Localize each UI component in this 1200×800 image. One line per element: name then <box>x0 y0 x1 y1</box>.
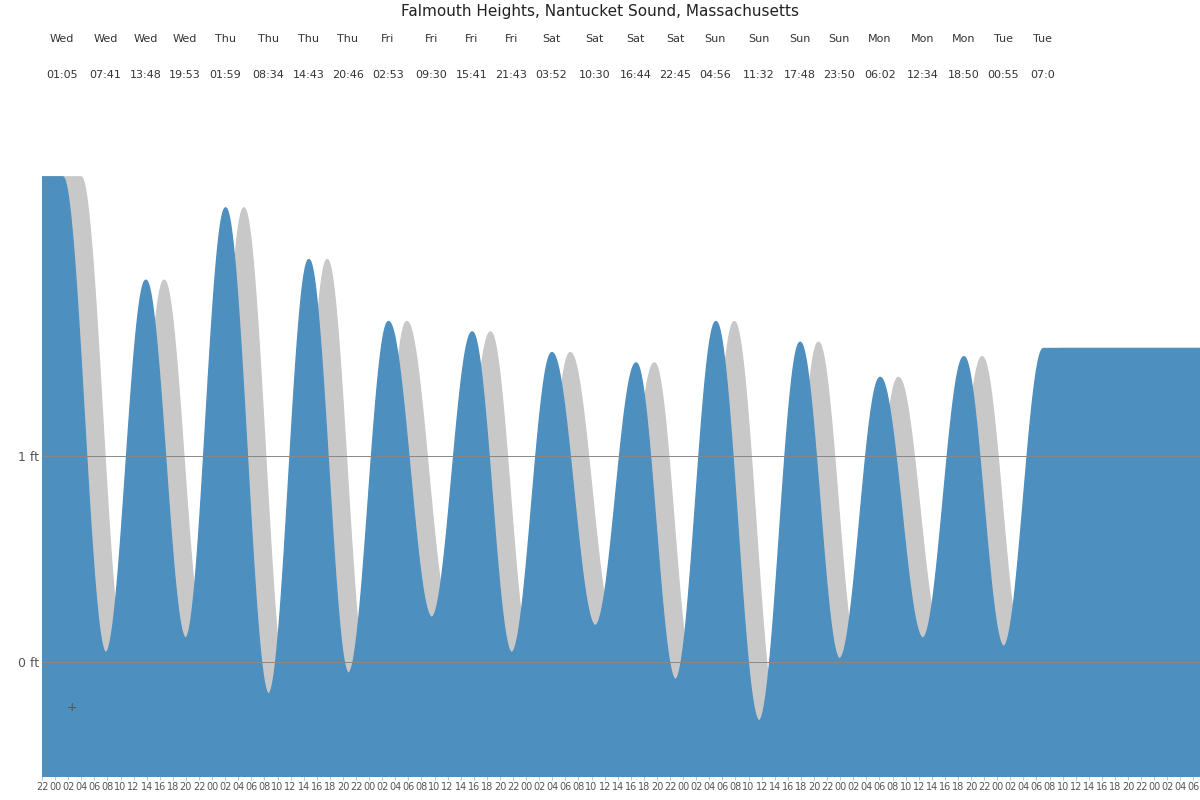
Text: Wed: Wed <box>50 34 74 44</box>
Text: Mon: Mon <box>911 34 934 44</box>
Text: 12:34: 12:34 <box>906 70 938 80</box>
Text: Tue: Tue <box>994 34 1013 44</box>
Text: Fri: Fri <box>504 34 518 44</box>
Text: Fri: Fri <box>425 34 438 44</box>
Text: Tue: Tue <box>1033 34 1052 44</box>
Text: 16:44: 16:44 <box>619 70 652 80</box>
Text: 13:48: 13:48 <box>130 70 161 80</box>
Text: 01:59: 01:59 <box>209 70 241 80</box>
Text: 17:48: 17:48 <box>784 70 816 80</box>
Text: Sat: Sat <box>626 34 644 44</box>
Text: 22:45: 22:45 <box>659 70 691 80</box>
Text: 03:52: 03:52 <box>535 70 568 80</box>
Text: Sun: Sun <box>828 34 850 44</box>
Text: Fri: Fri <box>466 34 479 44</box>
Text: 06:02: 06:02 <box>864 70 895 80</box>
Text: Sun: Sun <box>788 34 810 44</box>
Text: 14:43: 14:43 <box>293 70 324 80</box>
Text: Thu: Thu <box>258 34 278 44</box>
Text: Thu: Thu <box>298 34 319 44</box>
Text: Fri: Fri <box>382 34 395 44</box>
Text: Mon: Mon <box>952 34 976 44</box>
Text: Mon: Mon <box>868 34 892 44</box>
Text: +: + <box>66 702 77 714</box>
Text: 18:50: 18:50 <box>948 70 979 80</box>
Text: 02:53: 02:53 <box>372 70 404 80</box>
Text: Sat: Sat <box>666 34 684 44</box>
Text: 10:30: 10:30 <box>580 70 611 80</box>
Text: 23:50: 23:50 <box>823 70 854 80</box>
Text: Sun: Sun <box>748 34 769 44</box>
Text: Wed: Wed <box>133 34 157 44</box>
Text: Sun: Sun <box>704 34 726 44</box>
Text: 07:0: 07:0 <box>1031 70 1055 80</box>
Text: 15:41: 15:41 <box>456 70 487 80</box>
Text: 08:34: 08:34 <box>252 70 284 80</box>
Text: Falmouth Heights, Nantucket Sound, Massachusetts: Falmouth Heights, Nantucket Sound, Massa… <box>401 4 799 19</box>
Text: Sat: Sat <box>542 34 560 44</box>
Text: Wed: Wed <box>94 34 118 44</box>
Text: 00:55: 00:55 <box>988 70 1019 80</box>
Text: Thu: Thu <box>215 34 235 44</box>
Text: 07:41: 07:41 <box>90 70 121 80</box>
Text: Sat: Sat <box>586 34 604 44</box>
Text: Thu: Thu <box>337 34 359 44</box>
Text: 11:32: 11:32 <box>743 70 774 80</box>
Text: 21:43: 21:43 <box>496 70 527 80</box>
Text: 20:46: 20:46 <box>332 70 364 80</box>
Text: 19:53: 19:53 <box>169 70 202 80</box>
Text: 09:30: 09:30 <box>415 70 448 80</box>
Text: 01:05: 01:05 <box>47 70 78 80</box>
Text: Wed: Wed <box>173 34 197 44</box>
Text: 04:56: 04:56 <box>700 70 731 80</box>
